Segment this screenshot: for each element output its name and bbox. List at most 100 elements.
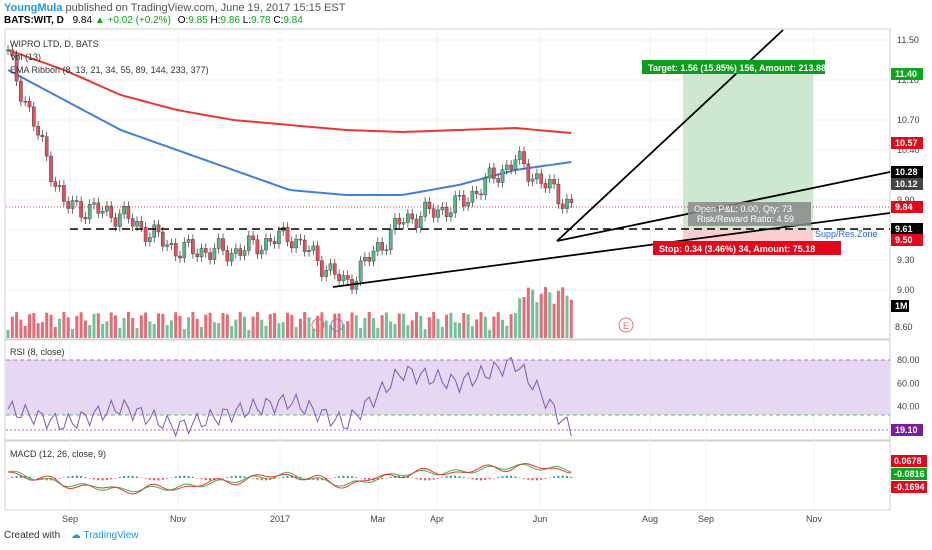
candle-body <box>505 164 509 170</box>
volume-bar <box>32 313 36 338</box>
macd-hist-bar <box>342 475 345 478</box>
macd-title: MACD (12, 26, close, 9) <box>10 449 106 459</box>
macd-hist-bar <box>514 476 517 478</box>
candle-body <box>199 248 204 258</box>
macd-hist-bar <box>230 476 233 478</box>
candle-body <box>474 190 479 195</box>
candle-body <box>208 252 212 260</box>
macd-hist-bar <box>561 475 564 478</box>
volume-bar <box>148 321 152 338</box>
macd-hist-bar <box>161 478 164 480</box>
macd-badge <box>891 468 927 480</box>
macd-hist-bar <box>114 478 117 479</box>
price-badge-label: 10.57 <box>895 138 918 148</box>
macd-hist-bar <box>88 478 91 479</box>
price-tick-label: 10.40 <box>897 145 920 155</box>
volume-bar <box>157 313 160 338</box>
footer-brand[interactable]: TradingView <box>83 530 139 541</box>
dividend-marker[interactable] <box>311 318 325 332</box>
macd-hist-bar <box>252 478 255 479</box>
split-marker[interactable] <box>330 318 344 332</box>
volume-bar <box>350 312 354 338</box>
volume-bar <box>341 324 345 338</box>
candle-body <box>40 134 45 137</box>
macd-hist-bar <box>131 475 134 478</box>
volume-bar <box>509 314 513 338</box>
author-link[interactable]: YoungMula <box>4 2 63 14</box>
macd-hist-bar <box>153 478 156 481</box>
macd-hist-bar <box>222 478 224 479</box>
volume-bar <box>161 313 165 338</box>
candle-body <box>401 222 406 225</box>
vol-legend: Vol (13) <box>10 52 41 62</box>
macd-hist-bar <box>243 476 246 478</box>
macd-hist-bar <box>282 476 285 478</box>
open-label: O: <box>177 15 189 26</box>
earnings-marker[interactable] <box>618 317 634 333</box>
volume-bar <box>243 316 246 338</box>
candle-body <box>229 253 234 262</box>
symbol: BATS:WIT, D <box>4 15 64 26</box>
volume-bar <box>423 329 427 338</box>
candle-body <box>285 226 290 242</box>
candle-body <box>238 248 243 256</box>
volume-bar <box>225 314 229 338</box>
volume-bar <box>505 325 509 338</box>
candle-body <box>341 275 346 282</box>
volume-bar <box>105 321 109 338</box>
volume-bar <box>6 330 10 338</box>
macd-hist-bar <box>75 475 78 478</box>
volume-bar <box>36 323 40 338</box>
volume-bar <box>264 325 268 338</box>
macd-hist-bar <box>148 478 151 480</box>
change-arrow: ▲ <box>94 15 105 26</box>
candle-body <box>49 155 53 182</box>
candle-body <box>36 125 40 136</box>
earnings-marker-label: E <box>623 321 629 331</box>
time-label: Nov <box>806 514 823 524</box>
volume-bar <box>238 312 242 338</box>
volume-bar <box>152 324 156 338</box>
macd-hist-bar <box>11 476 14 478</box>
macd-badge <box>891 455 927 467</box>
volume-bar <box>436 318 440 338</box>
volume-bar <box>187 317 191 338</box>
macd-hist-bar <box>45 478 48 481</box>
macd-hist-bar <box>15 475 18 478</box>
volume-bar <box>402 313 406 338</box>
volume-bar <box>496 312 500 338</box>
macd-hist-bar <box>385 477 388 479</box>
macd-axis-labels: 0.0678 -0.0816 -0.1694 <box>891 455 927 493</box>
macd-hist-bar <box>553 476 556 478</box>
candle-body <box>513 159 518 170</box>
candle-body <box>6 49 10 52</box>
volume-bar <box>320 312 324 338</box>
macd-hist-bar <box>316 478 319 481</box>
candle-body <box>419 216 423 228</box>
volume-bars <box>6 287 573 338</box>
volume-bar <box>526 287 530 338</box>
volume-bar <box>492 316 496 338</box>
candle-body <box>19 80 23 102</box>
macd-hist-bar <box>144 478 147 479</box>
volume-bar <box>539 293 543 338</box>
volume-label: 1M <box>895 301 908 311</box>
volume-bar <box>311 328 315 338</box>
stop-label: Stop: 0.34 (3.46%) 34, Amount: 75.18 <box>659 244 815 254</box>
macd-hist-bar <box>557 475 560 478</box>
volume-bar <box>139 315 143 338</box>
candle-body <box>109 205 113 218</box>
candle-body <box>444 206 449 217</box>
candle-body <box>543 183 548 189</box>
low-label: L: <box>242 15 252 26</box>
candle-body <box>83 217 88 220</box>
volume-bar <box>556 290 560 338</box>
volume-bar <box>169 320 173 338</box>
volume-bar <box>126 312 130 338</box>
volume-bar <box>178 315 182 338</box>
candle-body <box>221 238 225 251</box>
candle-body <box>216 238 221 249</box>
candle-body <box>225 250 230 262</box>
candle-body <box>234 248 238 254</box>
